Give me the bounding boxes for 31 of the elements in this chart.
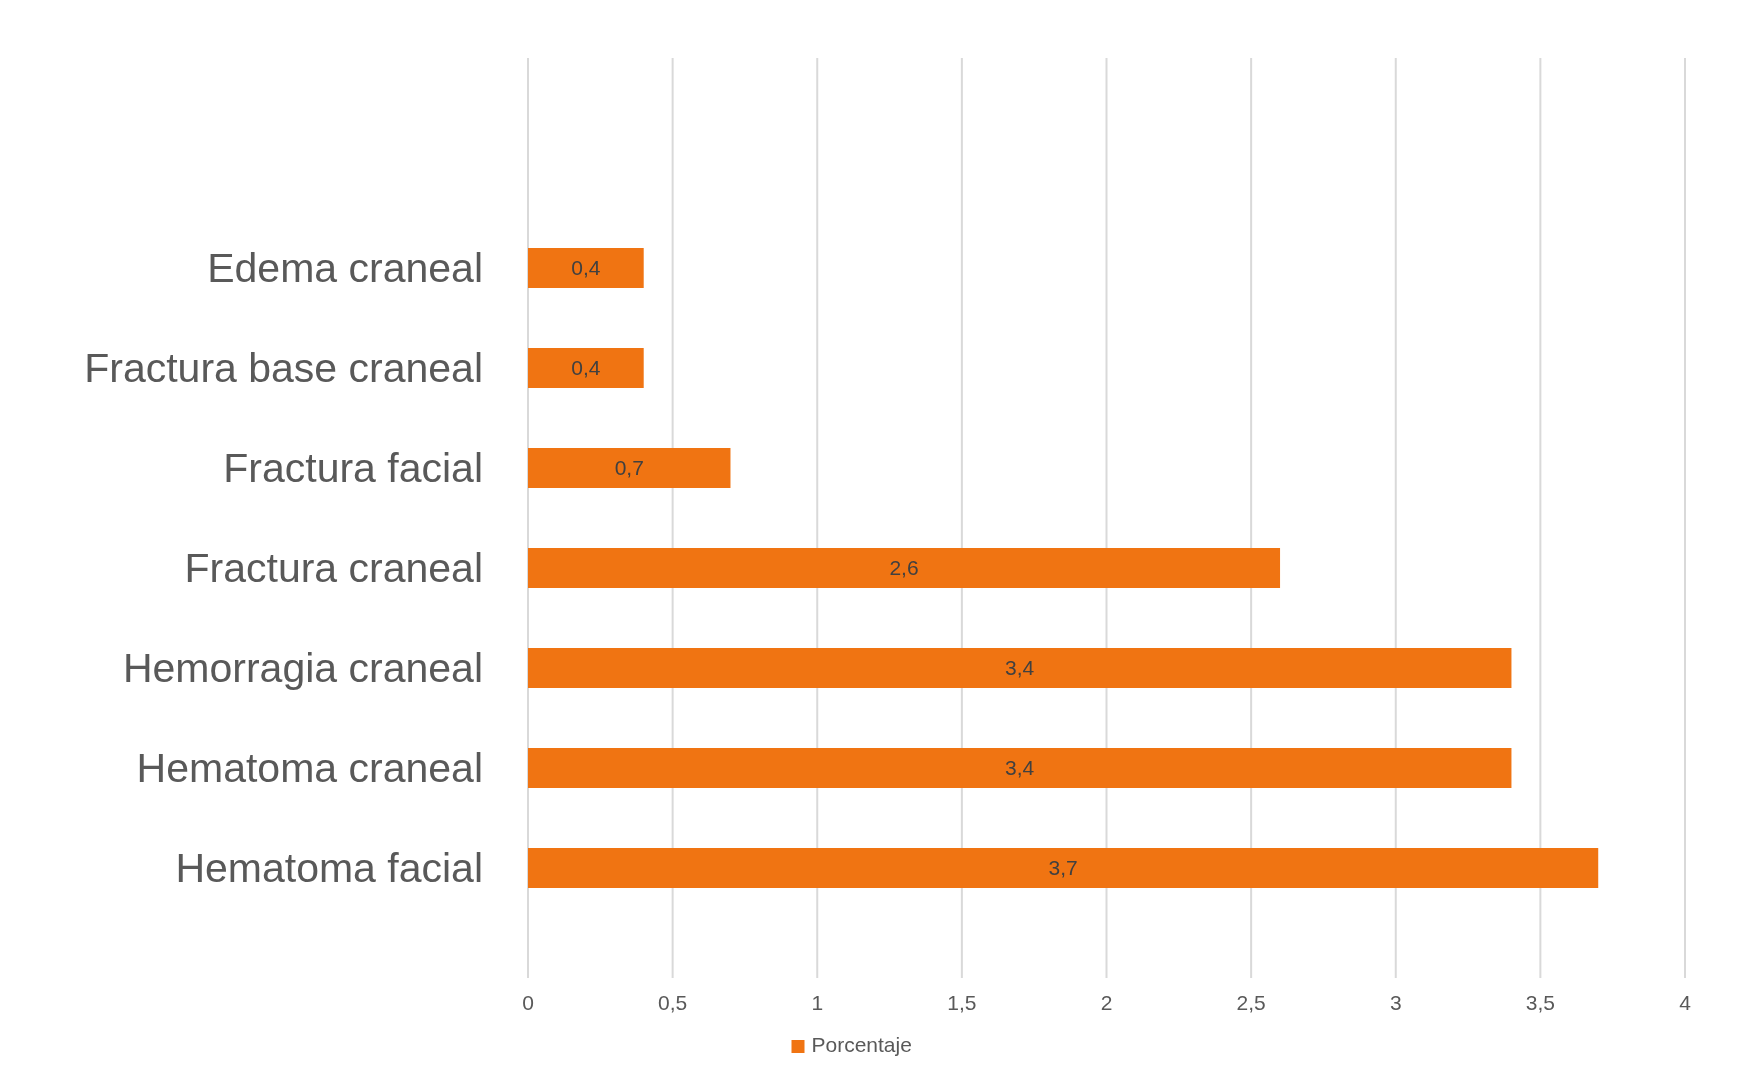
x-tick-label: 0,5: [658, 991, 688, 1014]
bar: [528, 248, 644, 288]
bar: [528, 548, 1281, 588]
bar: [528, 848, 1599, 888]
data-label: 0,4: [571, 356, 601, 380]
x-tick-label: 2: [1100, 991, 1113, 1014]
y-tick-label: Fractura facial: [223, 445, 483, 492]
bar: [528, 748, 1512, 788]
bar: [528, 448, 731, 488]
y-tick-label: Edema craneal: [207, 245, 483, 292]
data-label: 3,4: [1005, 756, 1035, 780]
x-tick-label: 3: [1389, 991, 1402, 1014]
y-tick-label: Fractura craneal: [184, 545, 483, 592]
x-tick-label: 3,5: [1525, 991, 1555, 1014]
x-tick-label: 1,5: [947, 991, 977, 1014]
x-tick-label: 0: [522, 991, 534, 1014]
x-tick-label: 4: [1679, 991, 1692, 1014]
x-tick-label: 1: [811, 991, 824, 1014]
bar: [528, 648, 1512, 688]
data-label: 3,7: [1048, 856, 1078, 880]
y-tick-label: Hemorragia craneal: [122, 645, 483, 692]
x-tick-label: 2,5: [1236, 991, 1266, 1014]
data-label: 0,4: [571, 256, 601, 280]
y-tick-label: Hematoma craneal: [136, 745, 483, 792]
y-tick-label: Fractura base craneal: [84, 345, 483, 392]
data-label: 3,4: [1005, 656, 1035, 680]
legend-label: Porcentaje: [811, 1033, 912, 1056]
data-label: 2,6: [889, 556, 919, 580]
bar: [528, 348, 644, 388]
data-label: 0,7: [614, 456, 644, 480]
y-tick-label: Hematoma facial: [175, 845, 483, 892]
